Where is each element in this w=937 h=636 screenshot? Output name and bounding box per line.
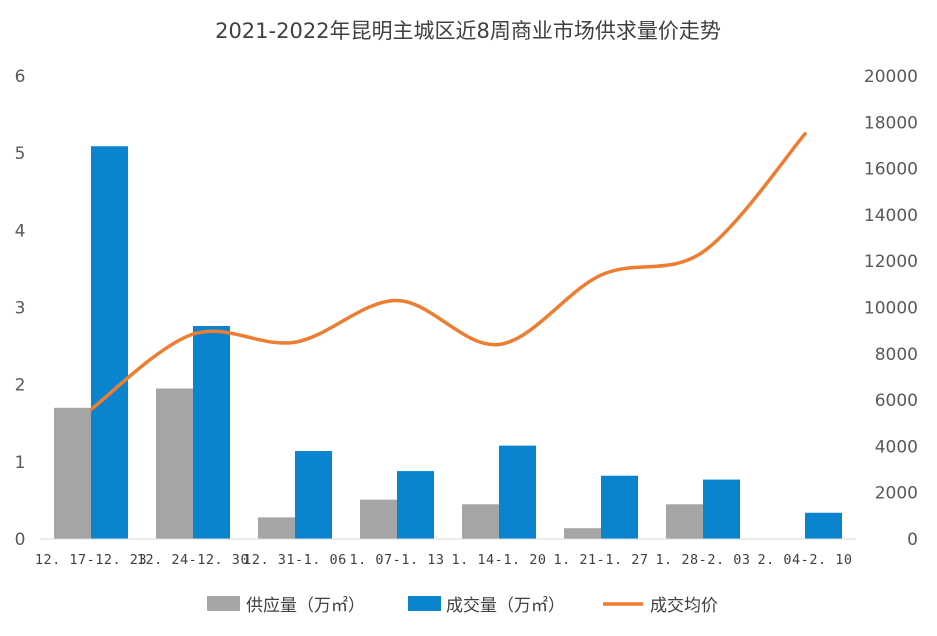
right-axis-tick-label: 0 <box>907 530 918 550</box>
right-axis-tick-label: 12000 <box>864 252 918 272</box>
right-axis-tick-label: 10000 <box>864 299 918 319</box>
legend-label: 成交量（万㎡） <box>446 596 565 616</box>
x-tick-label: 2. 04-2. 10 <box>758 552 853 568</box>
supply-bar <box>564 528 601 539</box>
legend-label: 供应量（万㎡） <box>246 596 365 616</box>
right-axis-tick-label: 8000 <box>875 345 918 365</box>
deal-bar <box>601 475 638 539</box>
left-axis-tick-label: 6 <box>15 67 26 87</box>
right-axis-tick-label: 18000 <box>864 113 918 133</box>
deal-bar <box>805 512 842 539</box>
supply-bar <box>462 504 499 539</box>
left-axis-tick-label: 1 <box>15 453 26 473</box>
left-y-axis: 0 1 2 3 4 5 6 <box>15 67 26 550</box>
right-axis-tick-label: 6000 <box>875 391 918 411</box>
line-series <box>89 132 807 412</box>
right-y-axis: 0 2000 4000 6000 8000 10000 12000 14000 16000 180… <box>864 67 918 550</box>
supply-bar <box>258 517 295 539</box>
x-tick-label: 1. 28-2. 03 <box>656 552 751 568</box>
supply-bar <box>156 388 193 539</box>
chart-title: 2021-2022年昆明主城区近8周商业市场供求量价走势 <box>215 19 721 43</box>
supply-bar <box>666 504 703 539</box>
left-axis-tick-label: 4 <box>15 221 26 241</box>
x-tick-label: 12. 24-12. 30 <box>137 552 249 568</box>
avg-price-line <box>89 132 807 412</box>
left-axis-tick-label: 3 <box>15 299 26 319</box>
left-axis-tick-label: 2 <box>15 376 26 396</box>
x-tick-label: 1. 14-1. 20 <box>452 552 547 568</box>
bar-series <box>40 146 856 540</box>
supply-bar <box>360 499 397 539</box>
deal-bar <box>703 479 740 539</box>
right-axis-tick-label: 16000 <box>864 160 918 180</box>
deal-bar <box>499 445 536 539</box>
deal-bar <box>91 146 128 539</box>
left-axis-tick-label: 0 <box>15 530 26 550</box>
right-axis-tick-label: 4000 <box>875 437 918 457</box>
right-axis-tick-label: 2000 <box>875 484 918 504</box>
deal-bar <box>397 471 434 539</box>
supply-bar <box>54 407 91 539</box>
right-axis-tick-label: 14000 <box>864 206 918 226</box>
left-axis-tick-label: 5 <box>15 144 26 164</box>
x-tick-label: 1. 07-1. 13 <box>350 552 445 568</box>
x-tick-label: 12. 17-12. 23 <box>35 552 147 568</box>
deal-bar <box>295 451 332 539</box>
legend: 供应量（万㎡） 成交量（万㎡） 成交均价 <box>207 596 718 616</box>
x-tick-label: 1. 21-1. 27 <box>554 552 649 568</box>
right-axis-tick-label: 20000 <box>864 67 918 87</box>
deal-bar <box>193 326 230 539</box>
legend-swatch <box>207 596 240 611</box>
x-tick-label: 12. 31-1. 06 <box>243 552 347 568</box>
legend-label: 成交均价 <box>650 596 718 616</box>
legend-swatch <box>408 596 441 611</box>
